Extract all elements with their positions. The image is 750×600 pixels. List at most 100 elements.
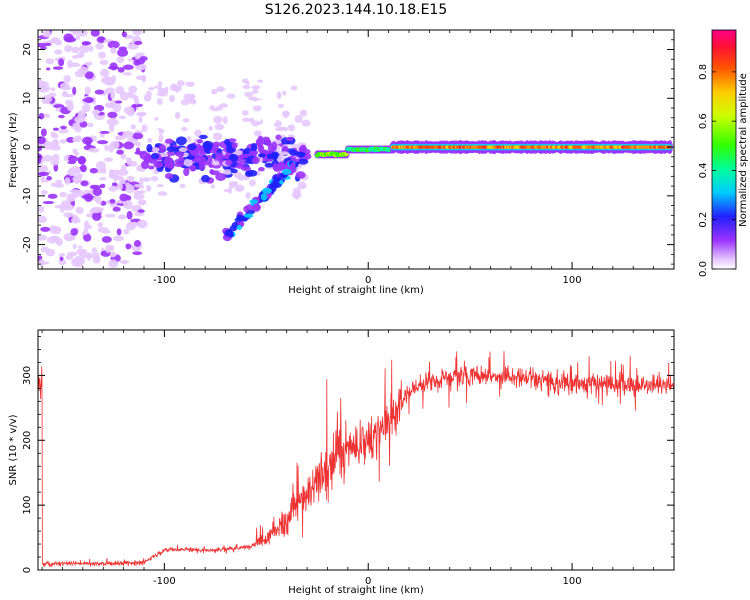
spectrogram-noise-blob <box>128 91 133 96</box>
spectrogram-noise-blob <box>81 41 89 46</box>
spectrogram-noise-blob <box>100 77 111 84</box>
spectrogram-noise-blob <box>75 35 81 41</box>
spectrogram-noise-blob <box>59 139 67 144</box>
spectrogram-cluster-blob <box>175 151 185 157</box>
spectrogram-noise-blob <box>104 213 116 218</box>
spectrogram-cluster-blob <box>152 147 160 153</box>
colorbar-tick-label: 0.2 <box>698 212 709 228</box>
spectrogram-cluster-blob <box>187 143 197 151</box>
spectrogram-noise-blob <box>49 145 62 151</box>
spectrogram-halo-blob <box>242 117 250 123</box>
spectrogram-noise-blob <box>91 247 97 255</box>
spectrogram-xlabel: Height of straight line (km) <box>288 285 424 296</box>
spectrogram-noise-blob <box>128 85 138 94</box>
spectrogram-halo-blob <box>150 175 159 182</box>
spectrogram-noise-blob <box>90 206 103 214</box>
spectrogram-halo-blob <box>185 180 194 189</box>
spectrogram-noise-blob <box>131 103 144 108</box>
spectrogram-noise-blob <box>63 33 74 43</box>
spectrogram-noise-blob <box>38 234 48 241</box>
spectrogram-cluster-blob <box>252 156 260 165</box>
spectrogram-noise-blob <box>134 40 143 45</box>
spectrogram-noise-blob <box>63 212 74 218</box>
spectrogram-halo-blob <box>301 119 311 127</box>
spectrogram-noise-blob <box>113 235 124 242</box>
spectrogram-cluster-blob <box>209 170 220 176</box>
spectrogram-cluster-blob <box>146 143 153 153</box>
spectrogram-noise-blob <box>117 214 127 220</box>
spectrogram-noise-blob <box>45 58 55 65</box>
spectrogram-halo-blob <box>253 130 262 137</box>
spectrogram-noise-blob <box>59 82 70 91</box>
spectrogram-noise-blob <box>42 94 52 104</box>
spectrogram-noise-blob <box>74 54 84 58</box>
spectrogram-cluster-blob <box>174 162 185 168</box>
spectrogram-noise-blob <box>122 72 133 76</box>
y-tick-label: 10 <box>22 92 33 105</box>
spectrogram-noise-blob <box>108 185 118 192</box>
spectrogram-noise-blob <box>70 228 78 236</box>
spectrogram-halo-blob <box>147 137 153 143</box>
spectrogram-noise-blob <box>83 233 92 242</box>
spectrogram-noise-blob <box>38 165 49 173</box>
spectrogram-halo-blob <box>157 191 168 196</box>
spectrogram-noise-blob <box>54 204 63 209</box>
spectrogram-halo-blob <box>227 186 233 194</box>
spectrogram-halo-blob <box>210 184 216 189</box>
spectrogram-halo-blob <box>142 177 151 182</box>
spectrogram-cluster-blob <box>275 134 282 141</box>
spectrogram-noise-blob <box>131 39 136 47</box>
spectrogram-noise-blob <box>58 114 65 119</box>
spectrogram-cluster-blob <box>166 146 177 153</box>
spectrogram-halo-blob <box>182 118 190 123</box>
colorbar-label: Normalized spectral amplitude <box>738 73 749 227</box>
spectrogram-noise-blob <box>38 215 48 224</box>
spectrogram-noise-blob <box>89 167 98 174</box>
spectrogram-noise-blob <box>54 49 63 55</box>
spectrogram-noise-blob <box>60 125 67 130</box>
spectrogram-halo-blob <box>234 184 245 192</box>
spectrogram-noise-blob <box>74 126 82 133</box>
spectrogram-halo-blob <box>188 192 193 197</box>
spectrogram-cluster-blob <box>153 160 164 169</box>
spectrogram-noise-blob <box>132 132 144 140</box>
spectrogram-cluster-blob <box>178 155 185 163</box>
spectrogram-noise-blob <box>66 251 78 257</box>
spectrogram-cluster-blob <box>295 171 306 179</box>
colorbar-tick-label: 0.6 <box>698 113 709 129</box>
spectrogram-noise-blob <box>84 220 90 229</box>
spectrogram-halo-blob <box>148 87 155 91</box>
spectrogram-noise-blob <box>78 110 85 116</box>
spectrogram-noise-blob <box>99 177 107 181</box>
spectrogram-noise-blob <box>104 157 113 162</box>
spectrogram-noise-blob <box>76 260 84 268</box>
spectrogram-noise-blob <box>114 175 124 181</box>
spectrogram-cluster-blob <box>264 162 274 168</box>
spectrogram-noise-blob <box>130 124 136 130</box>
spectrogram-halo-blob <box>204 88 212 95</box>
spectrogram-noise-blob <box>115 86 125 95</box>
spectrogram-cluster-blob <box>175 136 187 146</box>
spectrogram-cluster-blob <box>201 174 210 183</box>
spectrogram-cluster-blob <box>279 151 289 156</box>
spectrogram-noise-blob <box>40 246 50 253</box>
spectrogram-halo-blob <box>276 91 282 100</box>
spectrogram-halo-blob <box>236 86 243 92</box>
spectrogram-cluster-blob <box>196 139 204 144</box>
spectrogram-noise-blob <box>54 138 59 148</box>
spectrogram-noise-blob <box>46 176 52 181</box>
spectrogram-noise-blob <box>46 236 59 244</box>
spectrogram-noise-blob <box>64 45 73 53</box>
spectrogram-streak-blob <box>224 229 233 237</box>
spectrogram-halo-blob <box>212 108 220 112</box>
spectrogram-halo-blob <box>241 78 249 84</box>
spectrogram-noise-blob <box>136 190 146 194</box>
spectrogram-noise-blob <box>71 217 81 224</box>
spectrogram-noise-blob <box>80 180 89 187</box>
spectrogram-noise-blob <box>120 164 127 172</box>
spectrogram-noise-blob <box>72 122 80 128</box>
spectrogram-noise-blob <box>104 144 109 151</box>
spectrogram-halo-blob <box>242 84 251 90</box>
spectrogram-cluster-blob <box>186 155 196 160</box>
